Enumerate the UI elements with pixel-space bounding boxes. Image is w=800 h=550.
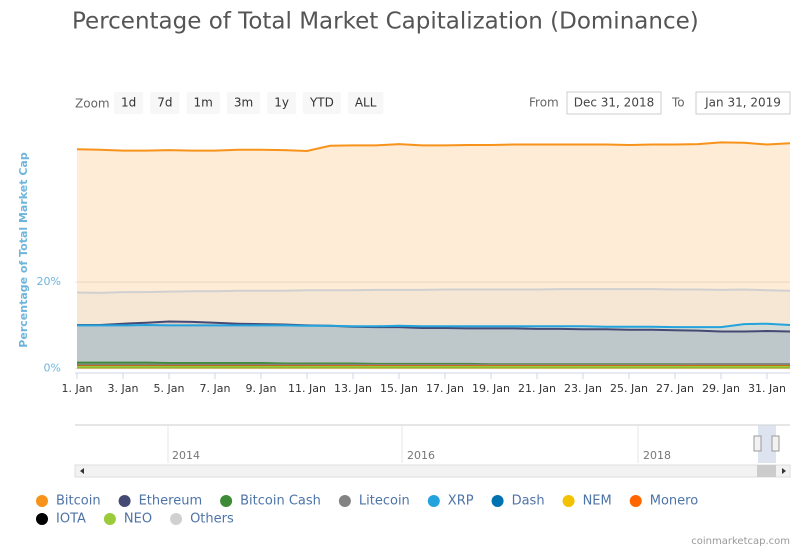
x-tick-label: 9. Jan — [246, 382, 277, 395]
x-tick-label: 17. Jan — [426, 382, 464, 395]
series-line — [77, 363, 790, 366]
zoom-label: Zoom — [75, 97, 110, 111]
legend-marker — [562, 495, 575, 507]
from-value[interactable]: Dec 31, 2018 — [574, 96, 654, 110]
x-tick-label: 3. Jan — [108, 382, 139, 395]
legend-marker — [629, 495, 642, 507]
zoom-button[interactable]: YTD — [302, 92, 341, 114]
scroll-left[interactable] — [80, 468, 84, 474]
zoom-button-bg — [302, 92, 341, 114]
zoom-button[interactable]: 1m — [186, 92, 220, 114]
series-line — [77, 320, 791, 333]
x-tick-label: 31. Jan — [748, 382, 786, 395]
area-fill — [77, 142, 790, 369]
scrollbar-thumb[interactable] — [757, 465, 776, 477]
legend-marker — [491, 495, 504, 507]
zoom-button-bg — [150, 92, 180, 114]
x-tick-label: 29. Jan — [702, 382, 740, 395]
legend-label[interactable]: Others — [190, 512, 234, 527]
x-tick-label: 27. Jan — [656, 382, 694, 395]
to-input[interactable] — [695, 91, 791, 115]
y-axis-title: Percentage of Total Market Cap — [17, 152, 30, 348]
legend-marker — [103, 513, 116, 525]
x-tick-label: 5. Jan — [154, 382, 185, 395]
legend-label[interactable]: NEM — [583, 494, 612, 509]
legend-marker — [427, 495, 440, 507]
x-tick-label: 23. Jan — [564, 382, 602, 395]
navigator-handle[interactable] — [771, 435, 780, 452]
legend-label[interactable]: Ethereum — [139, 494, 203, 509]
navigator-label: 2018 — [643, 449, 671, 462]
legend-marker — [220, 495, 233, 507]
legend-marker — [338, 495, 351, 507]
zoom-button-label: 3m — [234, 96, 253, 110]
navigator-selection[interactable] — [758, 425, 776, 463]
navigator-label: 2014 — [172, 449, 200, 462]
zoom-button[interactable]: 3m — [226, 92, 261, 114]
from-input[interactable] — [566, 91, 662, 115]
y-tick-label: 20% — [37, 275, 61, 288]
zoom-button[interactable]: 7d — [150, 92, 180, 114]
zoom-button[interactable]: 1y — [267, 92, 296, 114]
scroll-right[interactable] — [782, 468, 786, 474]
legend-label[interactable]: NEO — [124, 512, 152, 527]
zoom-button-bg — [267, 92, 296, 114]
to-label: To — [671, 96, 685, 110]
x-tick-label: 19. Jan — [472, 382, 510, 395]
zoom-button-bg — [114, 92, 144, 114]
zoom-button-label: 1d — [121, 96, 136, 110]
zoom-button-label: 7d — [157, 96, 172, 110]
zoom-buttons: 1d 7d 1m 3m 1y YTD ALL — [114, 92, 384, 114]
zoom-button-label: 1m — [194, 96, 213, 110]
to-value[interactable]: Jan 31, 2019 — [704, 96, 781, 110]
x-tick-label: 7. Jan — [200, 382, 231, 395]
legend-marker — [170, 513, 183, 525]
area-fill — [77, 321, 790, 369]
zoom-button-label: 1y — [274, 96, 289, 110]
scrollbar-track[interactable] — [74, 464, 791, 478]
x-tick-label: 15. Jan — [380, 382, 418, 395]
chart-title: Percentage of Total Market Capitalizatio… — [72, 9, 699, 35]
navigator-handle[interactable] — [753, 435, 762, 452]
from-label: From — [529, 96, 559, 110]
series-line — [77, 322, 791, 329]
zoom-button[interactable]: ALL — [347, 92, 384, 114]
navigator-label: 2016 — [407, 449, 435, 462]
legend-label[interactable]: Litecoin — [359, 494, 410, 509]
legend-label[interactable]: Monero — [650, 494, 698, 509]
zoom-button-bg — [347, 92, 384, 114]
legend-label[interactable]: IOTA — [56, 512, 86, 527]
x-tick-label: 11. Jan — [288, 382, 326, 395]
x-tick-label: 25. Jan — [610, 382, 648, 395]
zoom-button-label: ALL — [355, 96, 377, 110]
zoom-button-bg — [186, 92, 220, 114]
series-line — [76, 288, 791, 294]
y-tick-label: 0% — [44, 362, 61, 375]
x-tick-label: 13. Jan — [334, 382, 372, 395]
zoom-button-label: YTD — [309, 96, 334, 110]
area-fill — [77, 323, 790, 369]
x-tick-label: 21. Jan — [518, 382, 556, 395]
series-line — [76, 141, 791, 153]
zoom-button[interactable]: 1d — [114, 92, 144, 114]
legend-label[interactable]: Bitcoin Cash — [240, 494, 321, 509]
legend-marker — [36, 495, 48, 507]
legend-label[interactable]: Dash — [512, 494, 545, 509]
legend-label[interactable]: Bitcoin — [56, 494, 101, 509]
legend-marker — [118, 495, 131, 507]
legend-marker — [36, 513, 48, 525]
credit: coinmarketcap.com — [691, 536, 790, 547]
x-tick-label: 1. Jan — [62, 382, 93, 395]
legend-label[interactable]: XRP — [448, 494, 474, 509]
zoom-button-bg — [226, 92, 261, 114]
